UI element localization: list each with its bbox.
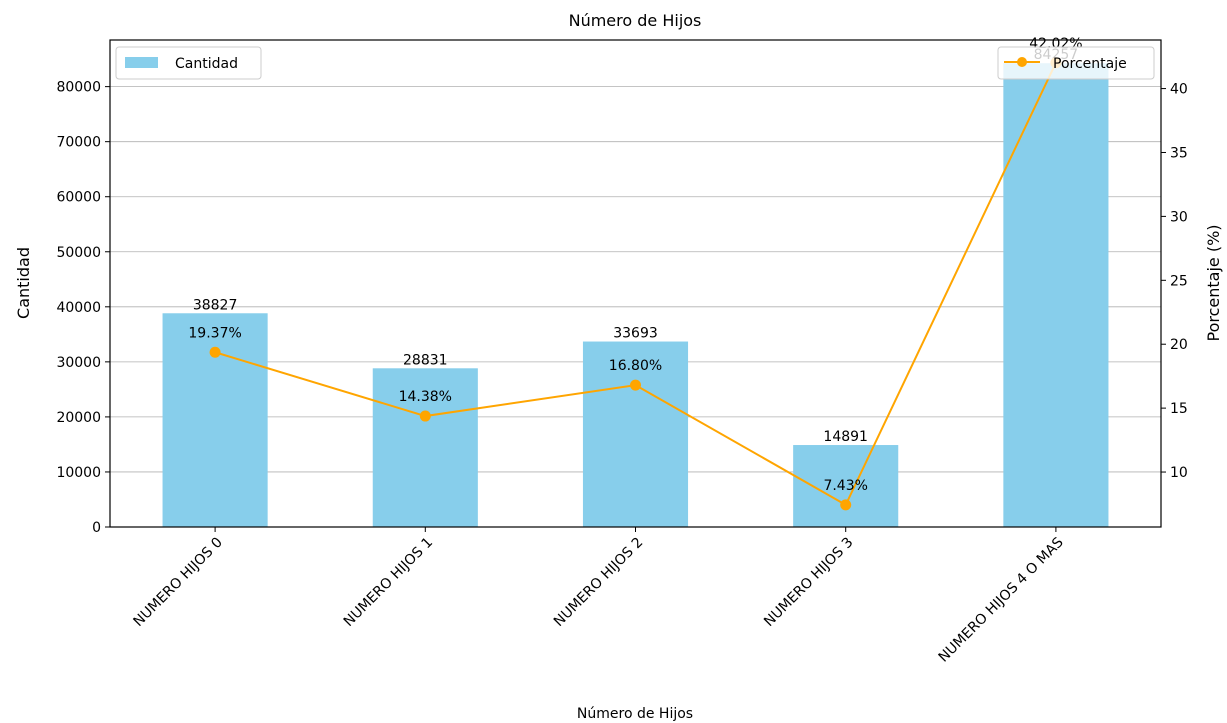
percentage-value-labels: 19.37%14.38%16.80%7.43%42.02% xyxy=(188,36,1082,494)
y-tick-label-4: 40000 xyxy=(56,300,101,316)
x-axis-ticks: NUMERO HIJOS 0 NUMERO HIJOS 1 NUMERO HIJOS… xyxy=(131,527,1067,666)
legend-line: Porcentaje xyxy=(997,46,1155,80)
legend-bars-frame xyxy=(115,46,262,80)
y2-tick-label-6: 40 xyxy=(1170,82,1188,98)
percentage-point-1 xyxy=(419,410,431,422)
y-tick-label-3: 30000 xyxy=(56,355,101,371)
y-tick-label-2: 20000 xyxy=(56,410,101,426)
bar-2 xyxy=(582,341,689,527)
y-tick-label-6: 60000 xyxy=(56,190,101,206)
bar-1 xyxy=(372,368,478,527)
y-tick-label-8: 80000 xyxy=(56,80,101,96)
left-y-axis-ticks: 0 10000 20000 30000 40000 50000 60000 70000 8000… xyxy=(56,80,110,536)
percentage-point-2 xyxy=(630,379,641,391)
legend-line-frame xyxy=(997,46,1155,80)
x-tick-label-4: NUMERO HIJOS 4 O MAS xyxy=(936,534,1067,665)
y2-tick-label-2: 20 xyxy=(1170,337,1188,353)
y2-tick-label-0: 10 xyxy=(1170,465,1188,481)
legend-line-marker xyxy=(1017,57,1027,67)
percentage-point-0 xyxy=(209,346,221,358)
x-tick-label-1: NUMERO HIJOS 1 xyxy=(341,535,436,630)
legend-bars: Cantidad xyxy=(115,46,262,80)
y-axis-label: Cantidad xyxy=(14,247,33,319)
bars xyxy=(162,63,1109,528)
percentage-line-series xyxy=(209,57,1062,511)
percentage-point-3 xyxy=(840,499,852,511)
legend-line-label: Porcentaje xyxy=(1053,56,1127,72)
bar-value-label-0: 38827 xyxy=(193,297,238,313)
bar-value-label-3: 14891 xyxy=(823,429,868,445)
y2-axis-label: Porcentaje (%) xyxy=(1204,224,1223,341)
x-tick-label-0: NUMERO HIJOS 0 xyxy=(131,535,226,630)
bar-0 xyxy=(162,313,268,527)
bar-value-label-1: 28831 xyxy=(403,352,448,368)
legend-bars-swatch xyxy=(125,57,158,68)
chart-title: Número de Hijos xyxy=(569,11,702,30)
y2-tick-label-5: 35 xyxy=(1170,145,1188,161)
bar-4 xyxy=(1003,63,1109,528)
grid-lines xyxy=(110,86,1161,528)
x-tick-label-2: NUMERO HIJOS 2 xyxy=(551,535,646,630)
y2-tick-label-4: 30 xyxy=(1170,209,1188,225)
y2-tick-label-1: 15 xyxy=(1170,401,1188,417)
y2-tick-label-3: 25 xyxy=(1170,273,1188,289)
percentage-value-label-1: 14.38% xyxy=(399,389,452,405)
percentage-value-label-0: 19.37% xyxy=(188,325,241,341)
legend-bars-label: Cantidad xyxy=(175,56,238,72)
right-y-axis-ticks: 10 15 20 25 30 35 40 xyxy=(1161,82,1188,481)
x-axis-label: Número de Hijos xyxy=(577,706,693,722)
percentage-value-label-2: 16.80% xyxy=(609,358,662,374)
y-tick-label-0: 0 xyxy=(92,520,101,536)
y-tick-label-7: 70000 xyxy=(56,135,101,151)
percentage-value-label-3: 7.43% xyxy=(823,478,867,494)
y-tick-label-1: 10000 xyxy=(56,465,101,481)
x-tick-label-3: NUMERO HIJOS 3 xyxy=(761,535,856,630)
y-tick-label-5: 50000 xyxy=(56,245,101,261)
bar-value-label-2: 33693 xyxy=(613,326,658,342)
